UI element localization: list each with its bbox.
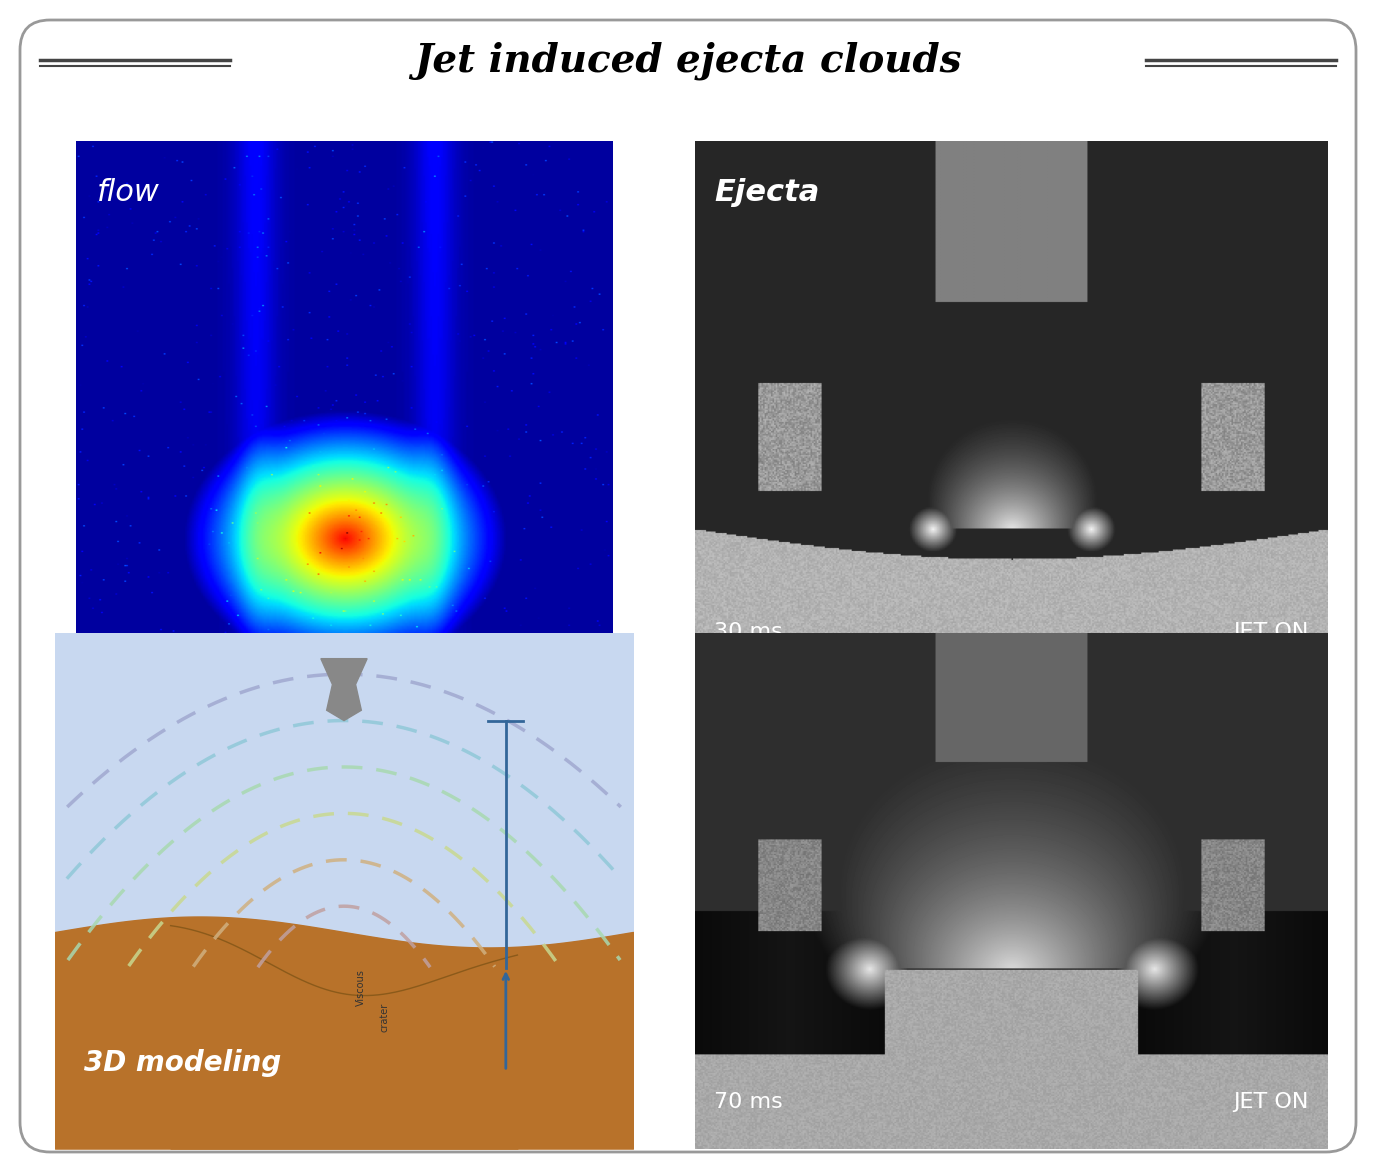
Text: JET ON: JET ON <box>1233 1092 1309 1112</box>
Text: flow: flow <box>98 178 160 207</box>
Polygon shape <box>321 659 367 721</box>
Text: Ejecta: Ejecta <box>714 178 819 207</box>
Text: crater: crater <box>380 1003 389 1033</box>
FancyBboxPatch shape <box>55 633 633 968</box>
Text: Jet induced ejecta clouds: Jet induced ejecta clouds <box>414 42 962 81</box>
FancyBboxPatch shape <box>55 932 633 1149</box>
Text: 70 ms: 70 ms <box>714 1092 783 1112</box>
FancyBboxPatch shape <box>21 20 1355 1152</box>
Text: JET ON: JET ON <box>1233 622 1309 642</box>
Text: 3D modeling: 3D modeling <box>84 1049 281 1077</box>
Text: Viscous: Viscous <box>356 969 366 1007</box>
Text: 30 ms: 30 ms <box>714 622 783 642</box>
